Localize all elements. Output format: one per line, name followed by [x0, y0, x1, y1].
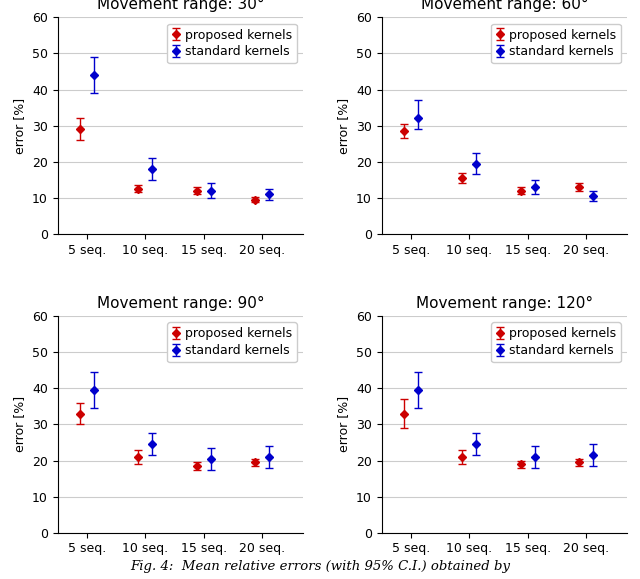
Legend: proposed kernels, standard kernels: proposed kernels, standard kernels	[167, 24, 297, 63]
Title: Movement range: 90°: Movement range: 90°	[97, 296, 264, 311]
Legend: proposed kernels, standard kernels: proposed kernels, standard kernels	[492, 24, 621, 63]
Y-axis label: error [%]: error [%]	[337, 397, 351, 452]
Y-axis label: error [%]: error [%]	[13, 98, 26, 153]
Title: Movement range: 120°: Movement range: 120°	[416, 296, 593, 311]
Legend: proposed kernels, standard kernels: proposed kernels, standard kernels	[492, 323, 621, 362]
Y-axis label: error [%]: error [%]	[337, 98, 351, 153]
Y-axis label: error [%]: error [%]	[13, 397, 26, 452]
Text: Fig. 4:  Mean relative errors (with 95% C.I.) obtained by: Fig. 4: Mean relative errors (with 95% C…	[130, 560, 510, 573]
Legend: proposed kernels, standard kernels: proposed kernels, standard kernels	[167, 323, 297, 362]
Title: Movement range: 30°: Movement range: 30°	[97, 0, 264, 12]
Title: Movement range: 60°: Movement range: 60°	[420, 0, 588, 12]
